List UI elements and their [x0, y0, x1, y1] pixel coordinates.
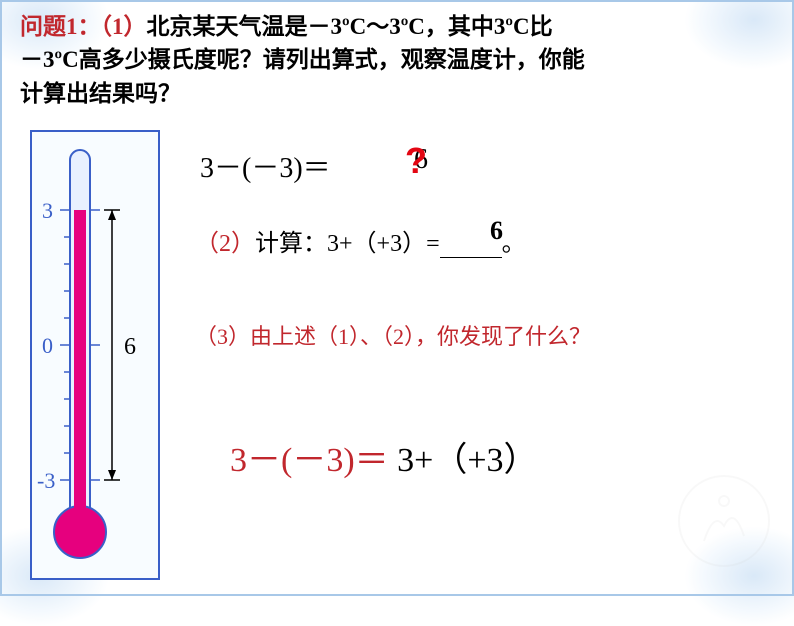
thermometer-svg: 3 0 -3 6 [32, 132, 158, 578]
part1-prefix: （1） [101, 14, 147, 39]
problem-line3: 计算出结果吗？ [20, 81, 181, 106]
thermo-mark-0: 0 [42, 333, 53, 358]
part3-text: （3）由上述（1）、（2），你发现了什么？ [195, 324, 591, 349]
thermo-mark-3: 3 [42, 198, 53, 223]
slide-content: 问题1：（1）北京某天气温是－3ºC～3ºC，其中3ºC比 －3ºC高多少摄氏度… [0, 0, 794, 596]
part2-suffix: 。 [502, 231, 526, 257]
watermark-icon [674, 471, 774, 576]
thermometer: 3 0 -3 6 [30, 130, 160, 580]
part2: （2）计算：3+（+3）= 。 [195, 223, 526, 258]
problem-label: 问题1： [20, 14, 101, 39]
part2-label: （2） [195, 231, 255, 257]
part2-answer: 6 [490, 216, 503, 246]
eq-final-rhs: 3+（+3） [389, 442, 538, 479]
thermo-diff-label: 6 [124, 334, 136, 360]
problem-line2: －3ºC高多少摄氏度呢？请列出算式，观察温度计，你能 [20, 47, 585, 72]
problem-statement: 问题1：（1）北京某天气温是－3ºC～3ºC，其中3ºC比 －3ºC高多少摄氏度… [20, 10, 774, 110]
part2-text: 计算：3+（+3）= [255, 231, 440, 257]
equation-final: 3－(－3)＝ 3+（+3） [230, 432, 538, 481]
part3: （3）由上述（1）、（2），你发现了什么？ [195, 319, 591, 351]
eq1-lhs: 3－(－3)＝ [200, 153, 331, 184]
problem-line1: 北京某天气温是－3ºC～3ºC，其中3ºC比 [147, 14, 553, 39]
question-mark-icon: ? [405, 140, 427, 182]
thermo-mark-neg3: -3 [37, 468, 55, 493]
eq-final-lhs: 3－(－3)＝ [230, 442, 389, 479]
equation-1: 3－(－3)＝ [200, 146, 331, 186]
